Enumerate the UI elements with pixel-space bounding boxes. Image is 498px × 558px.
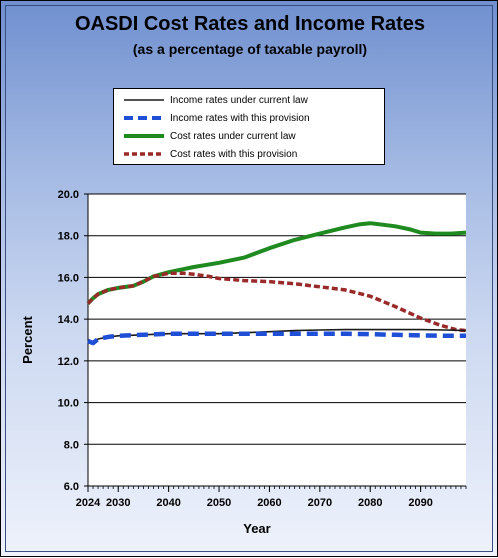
legend-item-income-current: Income rates under current law [122,92,382,108]
legend-item-cost-current: Cost rates under current law [122,128,382,144]
x-tick-label: 2050 [207,497,231,509]
chart-legend: Income rates under current law Income ra… [113,88,385,165]
x-tick-label: 2040 [156,497,180,509]
legend-swatch-income-current [124,99,164,101]
x-tick-label: 2070 [308,497,332,509]
legend-label: Cost rates under current law [170,130,296,142]
x-tick-label: 2024 [76,497,101,509]
y-tick-label: 18.0 [58,231,79,243]
x-tick-label: 2090 [408,497,432,509]
x-tick-label: 2060 [257,497,281,509]
y-tick-label: 10.0 [58,398,79,410]
y-tick-label: 20.0 [58,189,79,201]
legend-swatch-cost-current [124,134,164,138]
legend-label: Income rates under current law [170,94,308,106]
series-line [87,331,466,346]
legend-label: Cost rates with this provision [170,148,298,160]
y-axis-title: Percent [20,315,35,363]
legend-label: Income rates with this provision [170,112,310,124]
chart-subtitle: (as a percentage of taxable payroll) [132,41,368,57]
legend-item-cost-provision: Cost rates with this provision [122,146,382,162]
legend-swatch-income-provision [124,116,164,120]
legend-swatch-cost-provision [124,152,164,156]
x-tick-label: 2030 [106,497,130,509]
y-tick-label: 16.0 [58,272,79,284]
chart-title: OASDI Cost Rates and Income Rates [74,13,426,35]
y-tick-label: 14.0 [58,314,79,326]
x-tick-label: 2080 [358,497,382,509]
series-line [86,221,467,305]
legend-item-income-provision: Income rates with this provision [122,110,382,126]
y-tick-label: 8.0 [64,439,79,451]
plot-area [88,194,466,486]
y-tick-label: 6.0 [64,481,79,493]
y-tick-label: 12.0 [58,356,79,368]
x-axis-title: Year [243,521,270,536]
